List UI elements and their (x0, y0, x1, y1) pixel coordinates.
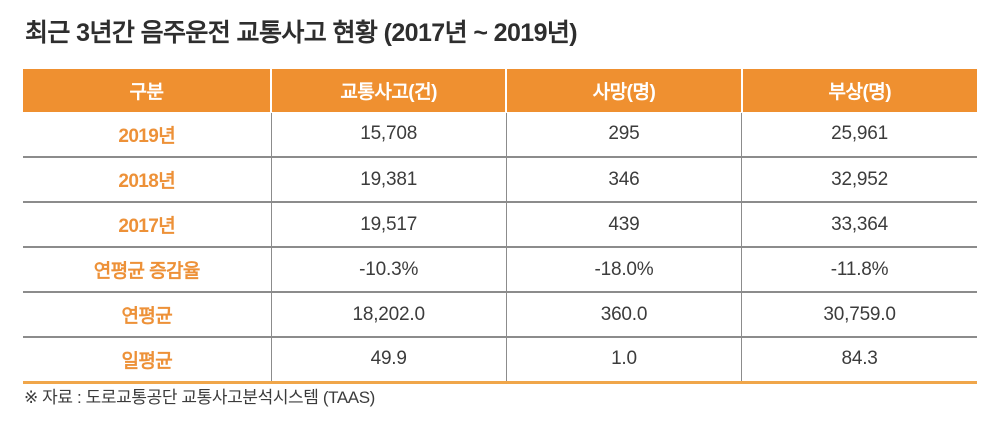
cell-deaths: 360.0 (506, 292, 743, 338)
table-body: 2019년 15,708 295 25,961 2018년 19,381 346… (23, 112, 977, 382)
cell-injuries: 33,364 (741, 202, 977, 248)
column-header-accidents: 교통사고(건) (271, 69, 508, 113)
row-label: 연평균 증감율 (23, 247, 272, 293)
table-row: 2019년 15,708 295 25,961 (23, 112, 977, 158)
cell-deaths: 346 (506, 157, 743, 203)
cell-injuries: 30,759.0 (741, 292, 977, 338)
table-header: 구분 교통사고(건) 사망(명) 부상(명) (23, 69, 977, 113)
page-title: 최근 3년간 음주운전 교통사고 현황 (2017년 ~ 2019년) (25, 19, 578, 47)
row-label: 2019년 (23, 112, 272, 158)
column-header-deaths: 사망(명) (506, 69, 743, 113)
table-row: 연평균 증감율 -10.3% -18.0% -11.8% (23, 247, 977, 293)
column-header-injuries: 부상(명) (741, 69, 977, 113)
cell-deaths: 1.0 (506, 337, 743, 382)
row-label: 일평균 (23, 337, 272, 382)
row-label: 연평균 (23, 292, 272, 338)
cell-accidents: 19,381 (271, 157, 507, 203)
dui-accident-table: 구분 교통사고(건) 사망(명) 부상(명) 2019년 15,708 295 … (23, 69, 977, 384)
cell-accidents: 18,202.0 (271, 292, 507, 338)
cell-accidents: -10.3% (271, 247, 507, 293)
row-label: 2017년 (23, 202, 272, 248)
table-row: 연평균 18,202.0 360.0 30,759.0 (23, 292, 977, 338)
cell-injuries: 84.3 (841, 348, 878, 370)
cell-injuries: 32,952 (741, 157, 977, 203)
table-container: 구분 교통사고(건) 사망(명) 부상(명) 2019년 15,708 295 … (23, 69, 977, 384)
row-label: 2018년 (23, 157, 272, 203)
table-header-row: 구분 교통사고(건) 사망(명) 부상(명) (23, 69, 977, 113)
cell-injuries: -11.8% (741, 247, 977, 293)
column-header-category: 구분 (23, 69, 273, 113)
cell-accidents: 19,517 (271, 202, 507, 248)
source-footnote: ※ 자료 : 도로교통공단 교통사고분석시스템 (TAAS) (24, 388, 375, 407)
cell-accidents: 15,708 (271, 112, 507, 158)
cell-injuries: 25,961 (741, 112, 977, 158)
table-row: 2017년 19,517 439 33,364 (23, 202, 977, 248)
cell-deaths: 295 (506, 112, 743, 158)
cell-accidents: 49.9 (271, 337, 507, 382)
cell-deaths: -18.0% (506, 247, 743, 293)
cell-deaths: 439 (506, 202, 743, 248)
table-row: 2018년 19,381 346 32,952 (23, 157, 977, 203)
table-row: 일평균 49.9 1.0 84.3 (23, 337, 977, 382)
